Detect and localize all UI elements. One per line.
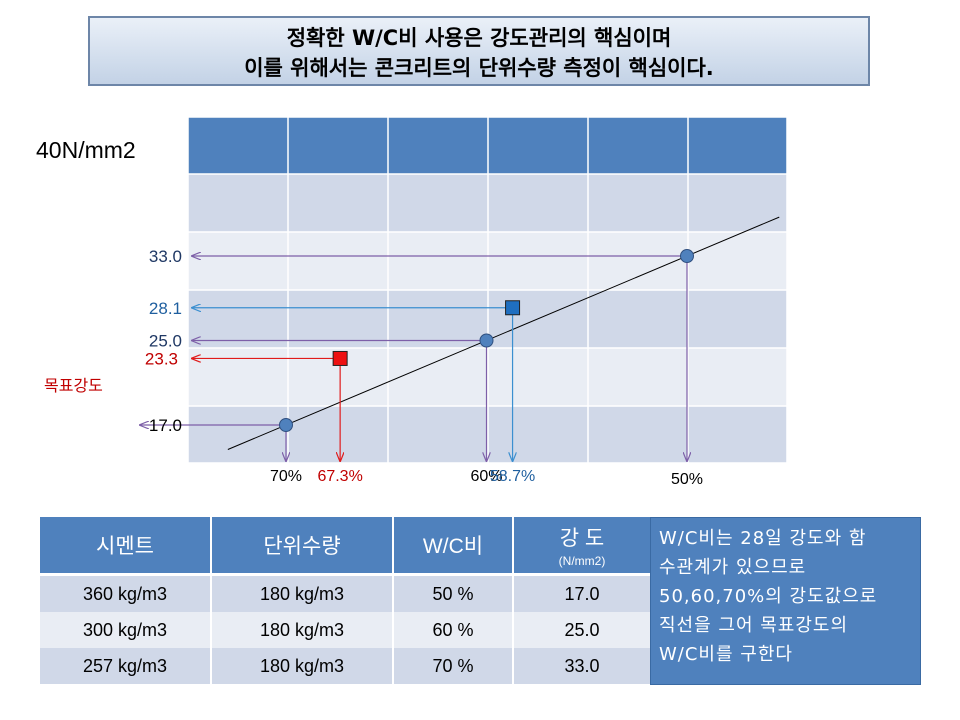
table-cell: 257 kg/m3	[40, 648, 212, 684]
title-banner: 정확한 W/C비 사용은 강도관리의 핵심이며 이를 위해서는 콘크리트의 단위…	[88, 16, 870, 86]
reading-arrows	[140, 256, 687, 461]
data-markers	[279, 249, 694, 432]
header-wc: W/C비	[393, 517, 514, 576]
y-tick-label: 23.3	[145, 349, 178, 368]
table-row: 257 kg/m3 180 kg/m3 70 % 33.0	[40, 648, 650, 684]
table-cell: 60 %	[393, 612, 514, 648]
note-line: 50,60,70%의 강도값으로	[659, 586, 878, 607]
y-tick-label: 33.0	[149, 247, 182, 266]
header-strength: 강 도 (N/mm2)	[513, 517, 650, 576]
x-tick-label: 58.7%	[490, 468, 535, 485]
note-line: 수관계가 있으므로	[659, 557, 807, 578]
y-tick-label: 17.0	[149, 416, 182, 435]
data-point	[680, 249, 694, 263]
axis-labels: 33.0 28.1 25.023.3 17.0 70% 67.3% 60%58.7% 50%	[145, 247, 703, 488]
target-strength-label: 목표강도	[44, 376, 103, 395]
x-tick-label: 70%	[270, 468, 302, 485]
explanation-note: W/C비는 28일 강도와 함 수관계가 있으므로 50,60,70%의 강도값…	[650, 517, 921, 685]
x-tick-label: 60%	[470, 468, 502, 485]
table-cell: 360 kg/m3	[40, 574, 212, 612]
x-tick-label: 67.3%	[317, 468, 362, 485]
chart-grid-table	[187, 116, 788, 464]
table-cell: 300 kg/m3	[40, 612, 212, 648]
table-row: 360 kg/m3 180 kg/m3 50 % 17.0	[40, 574, 650, 612]
table-cell: 180 kg/m3	[211, 612, 394, 648]
table-cell: 17.0	[513, 574, 650, 612]
table-cell: 33.0	[513, 648, 650, 684]
header-water: 단위수량	[211, 517, 394, 576]
table-cell: 180 kg/m3	[211, 648, 394, 684]
note-line: W/C비는 28일 강도와 함	[659, 528, 867, 549]
y-tick-label: 28.1	[149, 299, 182, 318]
wc-strength-chart: 33.028.125.023.317.070% 67.3% 60%58.7% 50% …	[36, 116, 788, 488]
target-point-square	[332, 350, 348, 366]
table-cell: 180 kg/m3	[211, 574, 394, 612]
table-row: 300 kg/m3 180 kg/m3 60 % 25.0	[40, 612, 650, 648]
note-line: 직선을 그어 목표강도의	[659, 615, 849, 636]
title-line-1: 정확한 W/C비 사용은 강도관리의 핵심이며	[286, 26, 672, 50]
data-point	[279, 418, 293, 432]
y-tick-label: 25.0	[149, 332, 182, 351]
x-tick-label: 50%	[671, 471, 703, 488]
strength-unit-label: 40N/mm2	[36, 137, 136, 163]
data-point	[479, 333, 494, 348]
title-line-2: 이를 위해서는 콘크리트의 단위수량 측정이 핵심이다.	[244, 56, 714, 80]
strength-unit: (N/mm2)	[558, 554, 606, 568]
header-cement: 시멘트	[40, 517, 212, 576]
table-cell: 70 %	[393, 648, 514, 684]
table-header-row: 시멘트 단위수량 W/C비 강 도 (N/mm2)	[40, 517, 650, 576]
mix-table: 시멘트 단위수량 W/C비 강 도 (N/mm2) 360 kg/m3 180 …	[40, 517, 650, 684]
table-cell: 25.0	[513, 612, 650, 648]
table-cell: 50 %	[393, 574, 514, 612]
note-line: W/C비를 구한다	[659, 644, 793, 665]
measured-point-square	[505, 300, 521, 316]
